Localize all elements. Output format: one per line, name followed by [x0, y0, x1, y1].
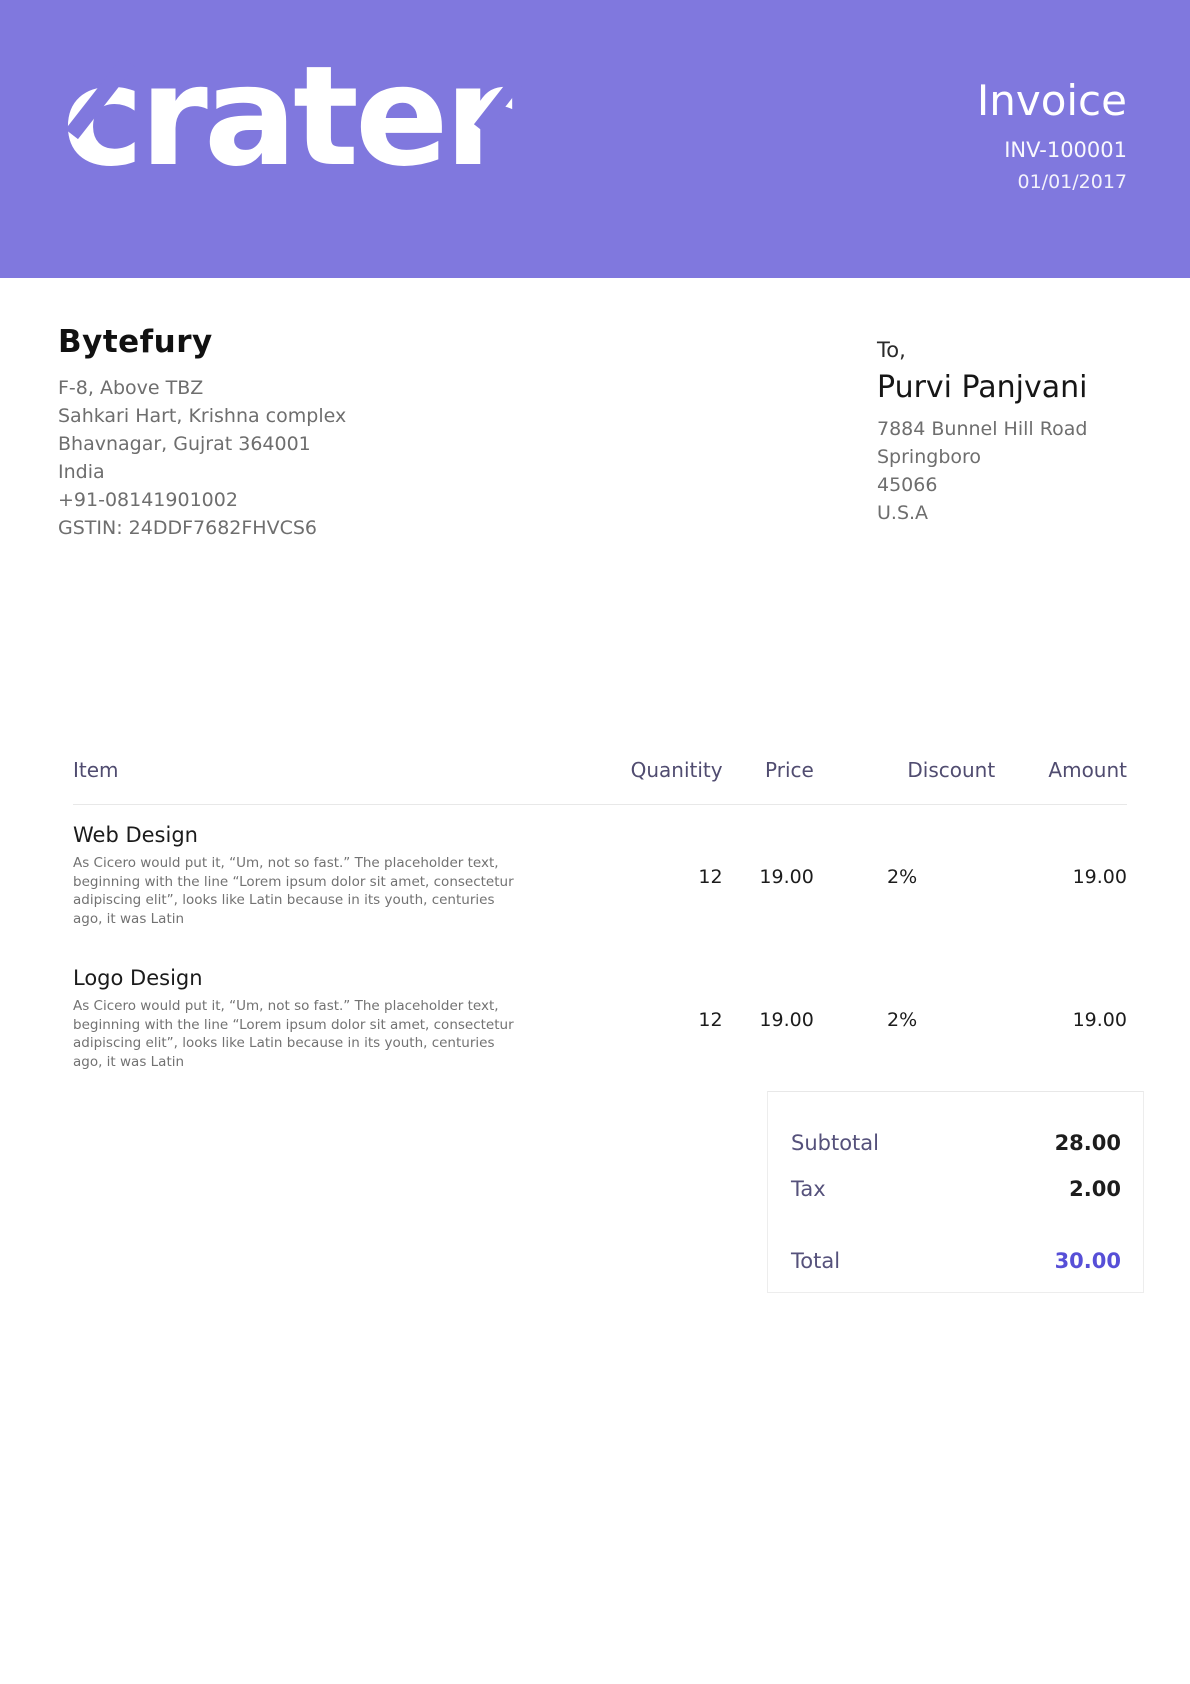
tax-row: Tax 2.00 [791, 1174, 1121, 1204]
logo-wordmark: crater [62, 36, 513, 197]
item-price: 19.00 [759, 1008, 814, 1031]
company-address-line: India [58, 461, 105, 483]
total-row: Total 30.00 [791, 1246, 1121, 1276]
item-quantity: 12 [698, 1008, 723, 1031]
invoice-number: INV-100001 [1004, 138, 1127, 163]
column-header-item: Item [73, 758, 569, 805]
invoice-title: Invoice [976, 76, 1127, 125]
company-block: Bytefury F-8, Above TBZ Sahkari Hart, Kr… [58, 324, 346, 542]
header-band: crater Invoice INV-100001 01/01/2017 [0, 0, 1190, 278]
customer-address-line: 7884 Bunnel Hill Road [877, 418, 1088, 440]
totals-box: Subtotal 28.00 Tax 2.00 Total 30.00 [767, 1091, 1144, 1293]
totals-section: Subtotal 28.00 Tax 2.00 Total 30.00 [0, 1091, 1144, 1293]
item-description: As Cicero would put it, “Um, not so fast… [73, 998, 514, 1070]
item-amount: 19.00 [1072, 1008, 1127, 1031]
company-address-line: Bhavnagar, Gujrat 364001 [58, 433, 311, 455]
company-address: F-8, Above TBZ Sahkari Hart, Krishna com… [58, 374, 346, 542]
item-name: Logo Design [73, 966, 203, 990]
column-header-price: Price [722, 758, 814, 805]
total-value: 30.00 [1054, 1249, 1121, 1273]
tax-label: Tax [791, 1177, 826, 1201]
item-quantity: 12 [698, 865, 723, 888]
customer-address: 7884 Bunnel Hill Road Springboro 45066 U… [877, 415, 1127, 527]
company-phone: +91-08141901002 [58, 489, 238, 511]
item-discount: 2% [887, 865, 918, 888]
subtotal-value: 28.00 [1054, 1131, 1121, 1155]
total-label: Total [791, 1249, 841, 1273]
company-address-line: Sahkari Hart, Krishna complex [58, 405, 347, 427]
subtotal-row: Subtotal 28.00 [791, 1128, 1121, 1158]
item-cell: Logo Design As Cicero would put it, “Um,… [73, 948, 568, 1091]
customer-address-line: 45066 [877, 474, 938, 496]
item-amount: 19.00 [1072, 865, 1127, 888]
items-table-section: Item Quanitity Price Discount Amount Web… [73, 758, 1127, 1091]
customer-address-line: U.S.A [877, 502, 929, 524]
company-address-line: F-8, Above TBZ [58, 377, 204, 399]
column-header-amount: Amount [995, 758, 1127, 805]
item-name: Web Design [73, 823, 198, 847]
column-header-quantity: Quanitity [568, 758, 723, 805]
items-table: Item Quanitity Price Discount Amount Web… [73, 758, 1127, 1091]
company-gstin: GSTIN: 24DDF7682FHVCS6 [58, 517, 317, 539]
table-row: Web Design As Cicero would put it, “Um, … [73, 805, 1127, 949]
column-header-discount: Discount [813, 758, 996, 805]
customer-address-line: Springboro [877, 446, 982, 468]
bill-to-label: To, [877, 338, 906, 362]
item-description: As Cicero would put it, “Um, not so fast… [73, 855, 514, 927]
item-discount: 2% [887, 1008, 918, 1031]
item-cell: Web Design As Cicero would put it, “Um, … [73, 805, 568, 949]
customer-name: Purvi Panjvani [877, 370, 1088, 405]
tax-value: 2.00 [1069, 1177, 1121, 1201]
items-table-header-row: Item Quanitity Price Discount Amount [73, 758, 1127, 805]
bill-to-block: To, Purvi Panjvani 7884 Bunnel Hill Road… [877, 324, 1127, 542]
table-row: Logo Design As Cicero would put it, “Um,… [73, 948, 1127, 1091]
subtotal-label: Subtotal [791, 1131, 879, 1155]
invoice-meta: Invoice INV-100001 01/01/2017 [977, 0, 1127, 278]
crater-logo: crater [62, 36, 529, 278]
item-price: 19.00 [759, 865, 814, 888]
parties-section: Bytefury F-8, Above TBZ Sahkari Hart, Kr… [0, 278, 1190, 542]
company-name: Bytefury [58, 324, 213, 360]
invoice-date: 01/01/2017 [1017, 171, 1127, 194]
